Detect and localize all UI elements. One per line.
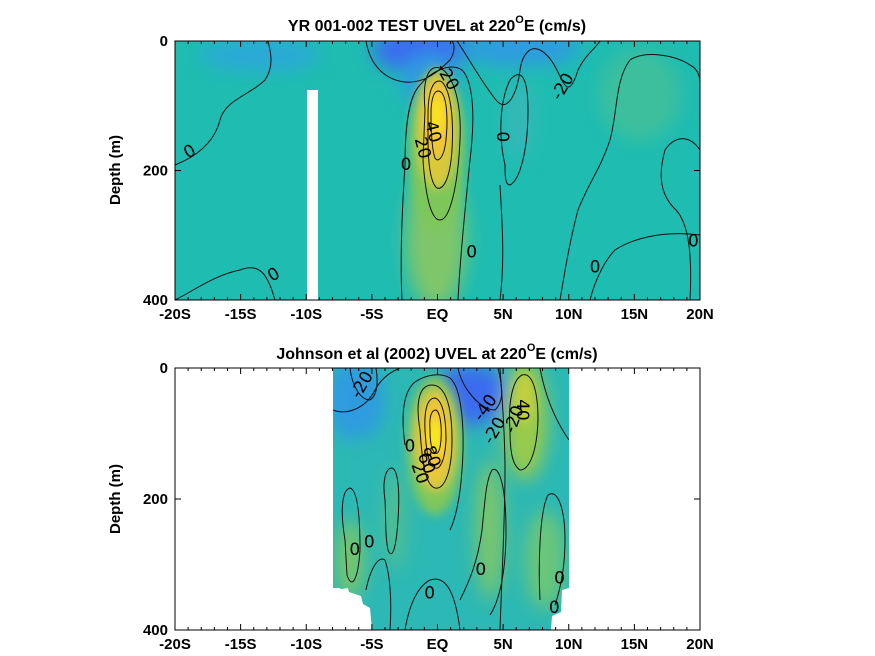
panel-2-contours [333,368,569,630]
x-tick-label: EQ [427,306,449,323]
x-tick-label: 15N [621,306,649,323]
x-tick-label: 20N [686,636,714,653]
panel-1-title: YR 001-002 TEST UVEL at 220OE (cm/s) [288,14,586,35]
panel-1-field [175,41,700,300]
y-tick-label: 400 [143,622,168,639]
x-tick-label: 10N [555,636,583,653]
panel-2-ylabel: Depth (m) [107,464,124,534]
panel-test: YR 001-002 TEST UVEL at 220OE (cm/s) [107,14,714,323]
contour-label: 0 [492,131,512,142]
y-tick-label: 0 [160,360,168,377]
x-tick-label: 5N [494,636,513,653]
x-tick-label: -5S [360,636,383,653]
x-tick-label: -5S [360,306,383,323]
contour-label: 0 [466,242,477,262]
panel-1-contours [175,41,700,300]
missing-data-column [307,90,318,300]
contour-label: 40 [512,399,532,421]
x-tick-label: 5N [494,306,513,323]
contour-label: 0 [549,598,560,618]
contour-label: 0 [401,155,412,175]
contour-label: 0 [364,533,375,553]
contour-label: 0 [405,436,416,456]
panel-2-field [333,368,569,630]
x-tick-label: 10N [555,306,583,323]
y-tick-label: 0 [160,33,168,50]
y-tick-label: 200 [143,163,168,180]
x-tick-label: -20S [159,636,191,653]
contour-label: 0 [554,569,565,589]
x-tick-label: -10S [290,306,322,323]
contour-label: 0 [590,257,601,277]
x-tick-label: -15S [225,636,257,653]
panel-2-title: Johnson et al (2002) UVEL at 220OE (cm/s… [276,342,597,363]
x-tick-label: -15S [225,306,257,323]
contour-label: 0 [688,231,699,251]
x-tick-label: EQ [427,636,449,653]
x-tick-label: 20N [686,306,714,323]
contour-label: 0 [349,540,360,560]
x-tick-label: -20S [159,306,191,323]
y-tick-label: 400 [143,292,168,309]
y-tick-label: 200 [143,491,168,508]
contour-label: 0 [424,584,435,604]
panel-johnson: Johnson et al (2002) UVEL at 220OE (cm/s… [107,342,714,653]
contour-label: 0 [475,560,486,580]
x-tick-label: -10S [290,636,322,653]
panel-1-ylabel: Depth (m) [107,135,124,205]
x-tick-label: 15N [621,636,649,653]
panel-1-ticks: -20S -15S -10S -5S EQ 5N 10N 15N 20N 0 200 400 [143,33,714,323]
